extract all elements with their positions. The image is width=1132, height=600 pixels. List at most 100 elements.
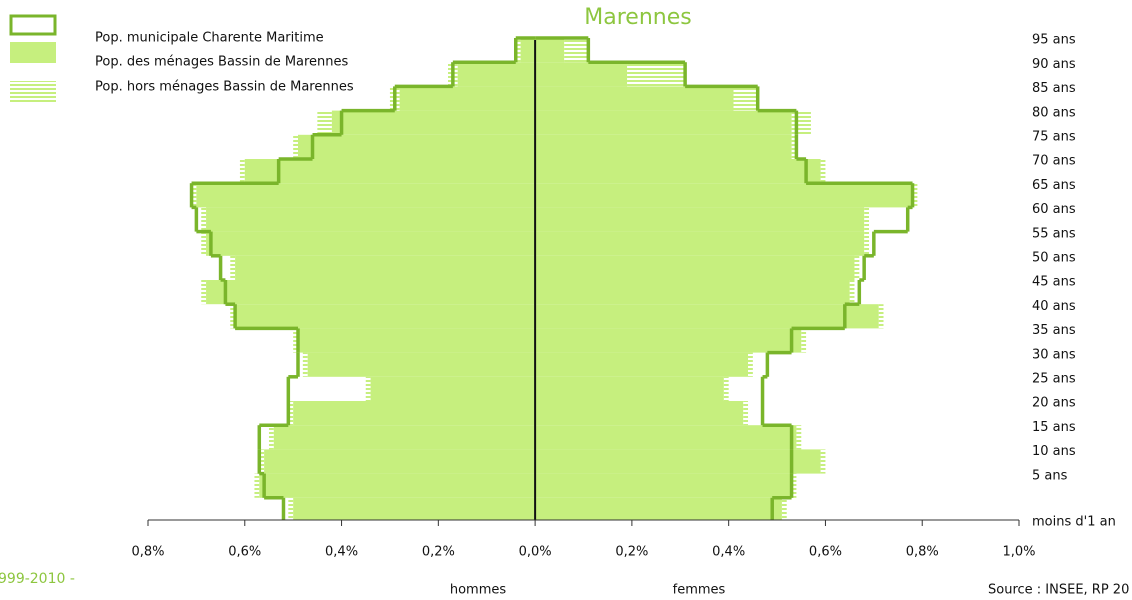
bar-hatch	[293, 134, 299, 159]
bar-hatch	[796, 425, 802, 450]
x-tick-label: 0,2%	[615, 545, 648, 560]
y-tick-label: 85 ans	[1032, 81, 1076, 96]
bar	[264, 449, 536, 474]
period: 999-2010 -	[0, 571, 75, 587]
bar	[331, 110, 536, 135]
bar	[273, 425, 536, 450]
bar	[535, 425, 797, 450]
axis-label: hommes	[450, 583, 507, 598]
bar	[535, 134, 792, 159]
bar	[293, 401, 536, 426]
bar	[535, 304, 879, 329]
legend-swatch	[9, 14, 57, 36]
bar	[535, 497, 782, 520]
bar-hatch	[564, 38, 589, 63]
bar	[298, 134, 536, 159]
bar-hatch	[801, 328, 807, 353]
bar-hatch	[723, 376, 729, 401]
bar-hatch	[230, 304, 236, 329]
bar	[196, 183, 536, 208]
bar-hatch	[733, 86, 758, 111]
bar-hatch	[201, 207, 207, 232]
bar	[293, 497, 536, 520]
y-tick-label: 65 ans	[1032, 178, 1076, 193]
legend-label: Pop. des ménages Bassin de Marennes	[95, 55, 349, 70]
bar	[535, 473, 792, 498]
bar-hatch	[293, 328, 299, 353]
y-tick-label: 15 ans	[1032, 420, 1076, 435]
bar	[235, 255, 536, 280]
y-tick-label: 45 ans	[1032, 275, 1076, 290]
bar-hatch	[791, 473, 797, 498]
legend-swatch	[10, 42, 56, 63]
bar-hatch	[849, 280, 855, 305]
bar-hatch	[288, 497, 294, 520]
bar-hatch	[864, 231, 869, 256]
chart-title: Marennes	[584, 5, 691, 30]
bar-hatch	[515, 38, 521, 63]
bar	[535, 255, 855, 280]
x-tick-label: 0,4%	[712, 545, 745, 560]
legend-swatch	[10, 81, 56, 103]
x-tick-label: 0,4%	[325, 545, 358, 560]
legend-label: Pop. municipale Charente Maritime	[95, 31, 324, 46]
y-tick-label: 70 ans	[1032, 154, 1076, 169]
bar-hatch	[743, 401, 749, 426]
axis-label: femmes	[673, 583, 726, 598]
x-tick-label: 0,8%	[131, 545, 164, 560]
bar-hatch	[191, 183, 197, 208]
y-tick-label: 60 ans	[1032, 202, 1076, 217]
bar	[535, 401, 744, 426]
y-tick-label: 25 ans	[1032, 372, 1076, 387]
legend-label: Pop. hors ménages Bassin de Marennes	[95, 80, 354, 95]
bar	[298, 328, 536, 353]
bar-hatch	[302, 352, 308, 377]
bar	[244, 159, 536, 184]
bar-hatch	[820, 449, 826, 474]
bar-hatch	[781, 497, 787, 520]
y-tick-label: 30 ans	[1032, 347, 1076, 362]
bar-hatch	[878, 304, 884, 329]
bar	[535, 328, 802, 353]
bar	[535, 183, 913, 208]
bar	[235, 304, 536, 329]
bar	[307, 352, 536, 377]
bar	[535, 280, 850, 305]
bar	[206, 280, 536, 305]
bar-hatch	[791, 110, 811, 135]
y-tick-label: 10 ans	[1032, 444, 1076, 459]
y-tick-label: 90 ans	[1032, 57, 1076, 72]
y-tick-label: 50 ans	[1032, 251, 1076, 266]
bar-hatch	[912, 183, 918, 208]
bar-hatch	[254, 473, 260, 498]
y-tick-label: 55 ans	[1032, 226, 1076, 241]
x-tick-label: 0,2%	[422, 545, 455, 560]
x-tick-label: 0,6%	[809, 545, 842, 560]
bar-hatch	[317, 110, 332, 135]
x-tick-label: 0,0%	[519, 545, 552, 560]
bar	[535, 376, 724, 401]
bar-hatch	[365, 376, 371, 401]
bar	[535, 86, 734, 111]
bar	[535, 449, 821, 474]
y-tick-label: 40 ans	[1032, 299, 1076, 314]
bar	[206, 231, 536, 256]
y-tick-label: 80 ans	[1032, 105, 1076, 120]
bar	[259, 473, 536, 498]
bar	[520, 38, 536, 63]
bar-hatch	[201, 231, 207, 256]
x-tick-label: 0,8%	[906, 545, 939, 560]
bar	[535, 38, 565, 63]
bar-hatch	[201, 280, 207, 305]
bar-hatch	[820, 159, 826, 184]
y-tick-label: 95 ans	[1032, 33, 1076, 48]
bar-hatch	[239, 159, 245, 184]
bar-hatch	[627, 62, 686, 87]
bar-hatch	[791, 134, 797, 159]
y-tick-label: moins d'1 an	[1032, 515, 1116, 530]
bar	[399, 86, 536, 111]
bar-hatch	[854, 255, 860, 280]
x-tick-label: 1,0%	[1002, 545, 1035, 560]
y-tick-label: 5 ans	[1032, 468, 1068, 483]
